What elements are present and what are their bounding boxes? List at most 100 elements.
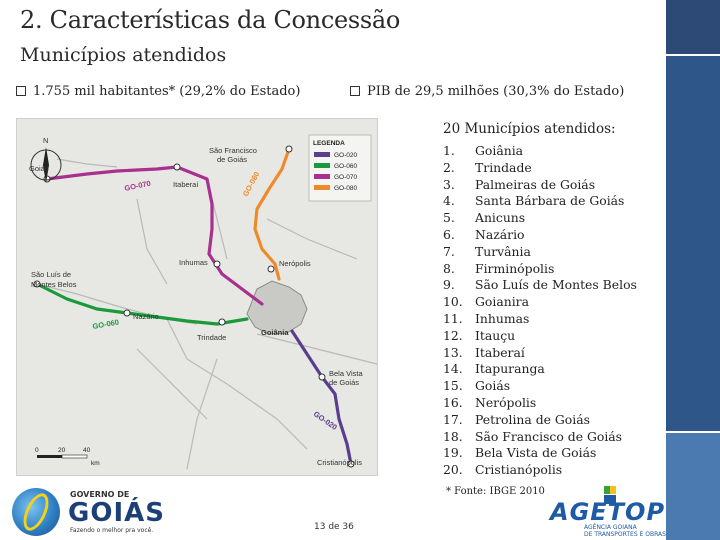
scale-max: 40 <box>83 447 91 454</box>
agetop-mark-icon <box>604 486 616 504</box>
municipalities-list: 1. Goiânia 2. Trindade 3. Palmeiras de Goiás 4… <box>443 143 637 479</box>
municipality-name: São Francisco de Goiás <box>475 428 623 444</box>
goiania-urban-area <box>246 280 308 335</box>
square-bullet-icon <box>350 86 360 96</box>
legend-swatch-go070 <box>314 174 330 179</box>
municipality-number: 3. <box>443 176 455 192</box>
municipality-item: 13. Itaberaí <box>443 345 637 362</box>
town-label-sao-francisco-1: São Francisco <box>209 146 257 155</box>
legend-swatch-go060 <box>314 163 330 168</box>
town-label-cristianopolis: Cristianópolis <box>317 458 362 467</box>
municipality-name: Anicuns <box>475 210 526 226</box>
municipality-number: 11. <box>443 310 463 326</box>
north-arrow-icon: N <box>30 136 62 183</box>
map-legend: LEGENDA GO-020 GO-060 GO-070 GO-080 <box>308 134 372 202</box>
page-number: 13 de 36 <box>314 522 354 532</box>
municipality-number: 4. <box>443 193 455 209</box>
municipality-item: 2. Trindade <box>443 160 637 177</box>
municipality-number: 6. <box>443 226 455 242</box>
town-label-goiania: Goiânia <box>261 328 289 337</box>
road-go070 <box>45 165 264 306</box>
municipality-item: 15. Goiás <box>443 378 637 395</box>
slide-title: 2. Características da Concessão <box>20 6 401 34</box>
bullet-gdp-text: PIB de 29,5 milhões (30,3% do Estado) <box>367 84 625 99</box>
town-label-neropolis: Nerópolis <box>279 259 311 268</box>
road-go080 <box>253 147 291 281</box>
municipality-name: Itapuranga <box>475 361 545 377</box>
municipality-item: 1. Goiânia <box>443 143 637 160</box>
municipality-number: 5. <box>443 210 455 226</box>
municipality-number: 16. <box>443 394 463 410</box>
municipality-item: 3. Palmeiras de Goiás <box>443 177 637 194</box>
decorative-sidebar <box>666 0 720 540</box>
municipality-item: 5. Anicuns <box>443 210 637 227</box>
town-label-trindade: Trindade <box>197 333 226 342</box>
slide-subtitle: Municípios atendidos <box>20 44 227 66</box>
municipality-name: Trindade <box>475 159 532 175</box>
municipality-item: 6. Nazário <box>443 227 637 244</box>
legend-label-go080: GO-080 <box>334 185 358 192</box>
municipality-number: 15. <box>443 378 463 394</box>
town-label-bela-vista-1: Bela Vista <box>329 369 363 378</box>
sidebar-block-bottom <box>666 433 720 540</box>
town-label-sao-luis-1: São Luís de <box>31 270 71 279</box>
town-label-sao-luis-2: Montes Belos <box>31 280 77 289</box>
road-map: N LEGENDA GO-020 GO-060 GO-070 GO-080 Go… <box>16 118 378 476</box>
municipality-number: 1. <box>443 143 455 158</box>
municipality-item: 11. Inhumas <box>443 311 637 328</box>
bullet-population-text: 1.755 mil habitantes* (29,2% do Estado) <box>33 84 301 99</box>
municipality-item: 7. Turvânia <box>443 244 637 261</box>
map-scale-bar: 0 20 40 km <box>35 447 100 467</box>
municipality-name: Palmeiras de Goiás <box>475 176 596 192</box>
sidebar-block-top <box>666 0 720 54</box>
municipality-number: 9. <box>443 277 455 293</box>
municipality-item: 12. Itauçu <box>443 328 637 345</box>
legend-label-go070: GO-070 <box>334 174 358 181</box>
municipalities-heading: 20 Municípios atendidos: <box>443 121 616 137</box>
gov-logo-tagline: Fazendo o melhor pra você. <box>70 527 154 534</box>
square-bullet-icon <box>16 86 26 96</box>
municipality-number: 18. <box>443 428 463 444</box>
governo-goias-logo: GOVERNO DE GOIÁS Fazendo o melhor pra vo… <box>8 484 168 538</box>
municipality-number: 2. <box>443 159 455 175</box>
town-markers <box>33 145 355 468</box>
municipality-item: 14. Itapuranga <box>443 361 637 378</box>
municipality-item: 10. Goianira <box>443 294 637 311</box>
municipality-name: Santa Bárbara de Goiás <box>475 193 625 209</box>
municipality-name: Petrolina de Goiás <box>475 411 590 427</box>
road-go060 <box>35 282 249 326</box>
agetop-wordmark: AGETOP <box>550 498 666 526</box>
legend-title: LEGENDA <box>313 140 345 147</box>
municipality-name: Firminópolis <box>475 260 555 276</box>
municipality-name: Cristianópolis <box>475 462 563 478</box>
municipality-number: 8. <box>443 260 455 276</box>
gov-logo-small-text: GOVERNO DE <box>70 490 130 499</box>
north-label: N <box>43 136 48 145</box>
source-footnote: * Fonte: IBGE 2010 <box>446 486 545 497</box>
legend-swatch-go020 <box>314 152 330 157</box>
municipality-name: São Luís de Montes Belos <box>475 277 637 293</box>
municipality-name: Goiás <box>475 378 511 394</box>
municipality-number: 13. <box>443 344 463 360</box>
scale-zero: 0 <box>35 447 39 454</box>
road-map-svg: N LEGENDA GO-020 GO-060 GO-070 GO-080 Go… <box>17 119 377 475</box>
town-label-nazario: Nazário <box>133 312 159 321</box>
scale-mid: 20 <box>58 447 66 454</box>
agetop-subtitle-2: DE TRANSPORTES E OBRAS <box>584 531 666 538</box>
municipality-name: Itauçu <box>475 327 516 343</box>
municipality-name: Goianira <box>475 294 529 310</box>
municipality-item: 9. São Luís de Montes Belos <box>443 277 637 294</box>
municipality-name: Inhumas <box>475 310 530 326</box>
town-label-sao-francisco-2: de Goiás <box>217 155 247 164</box>
municipality-number: 14. <box>443 361 463 377</box>
municipality-name: Itaberaí <box>475 344 525 360</box>
municipality-item: 8. Firminópolis <box>443 261 637 278</box>
legend-label-go060: GO-060 <box>334 163 358 170</box>
globe-icon <box>12 488 60 536</box>
gov-logo-big-text: GOIÁS <box>68 498 165 528</box>
town-label-inhumas: Inhumas <box>179 258 208 267</box>
legend-label-go020: GO-020 <box>334 152 358 159</box>
municipality-item: 19. Bela Vista de Goiás <box>443 445 637 462</box>
municipality-name: Bela Vista de Goiás <box>475 445 597 461</box>
municipality-item: 20. Cristianópolis <box>443 462 637 479</box>
